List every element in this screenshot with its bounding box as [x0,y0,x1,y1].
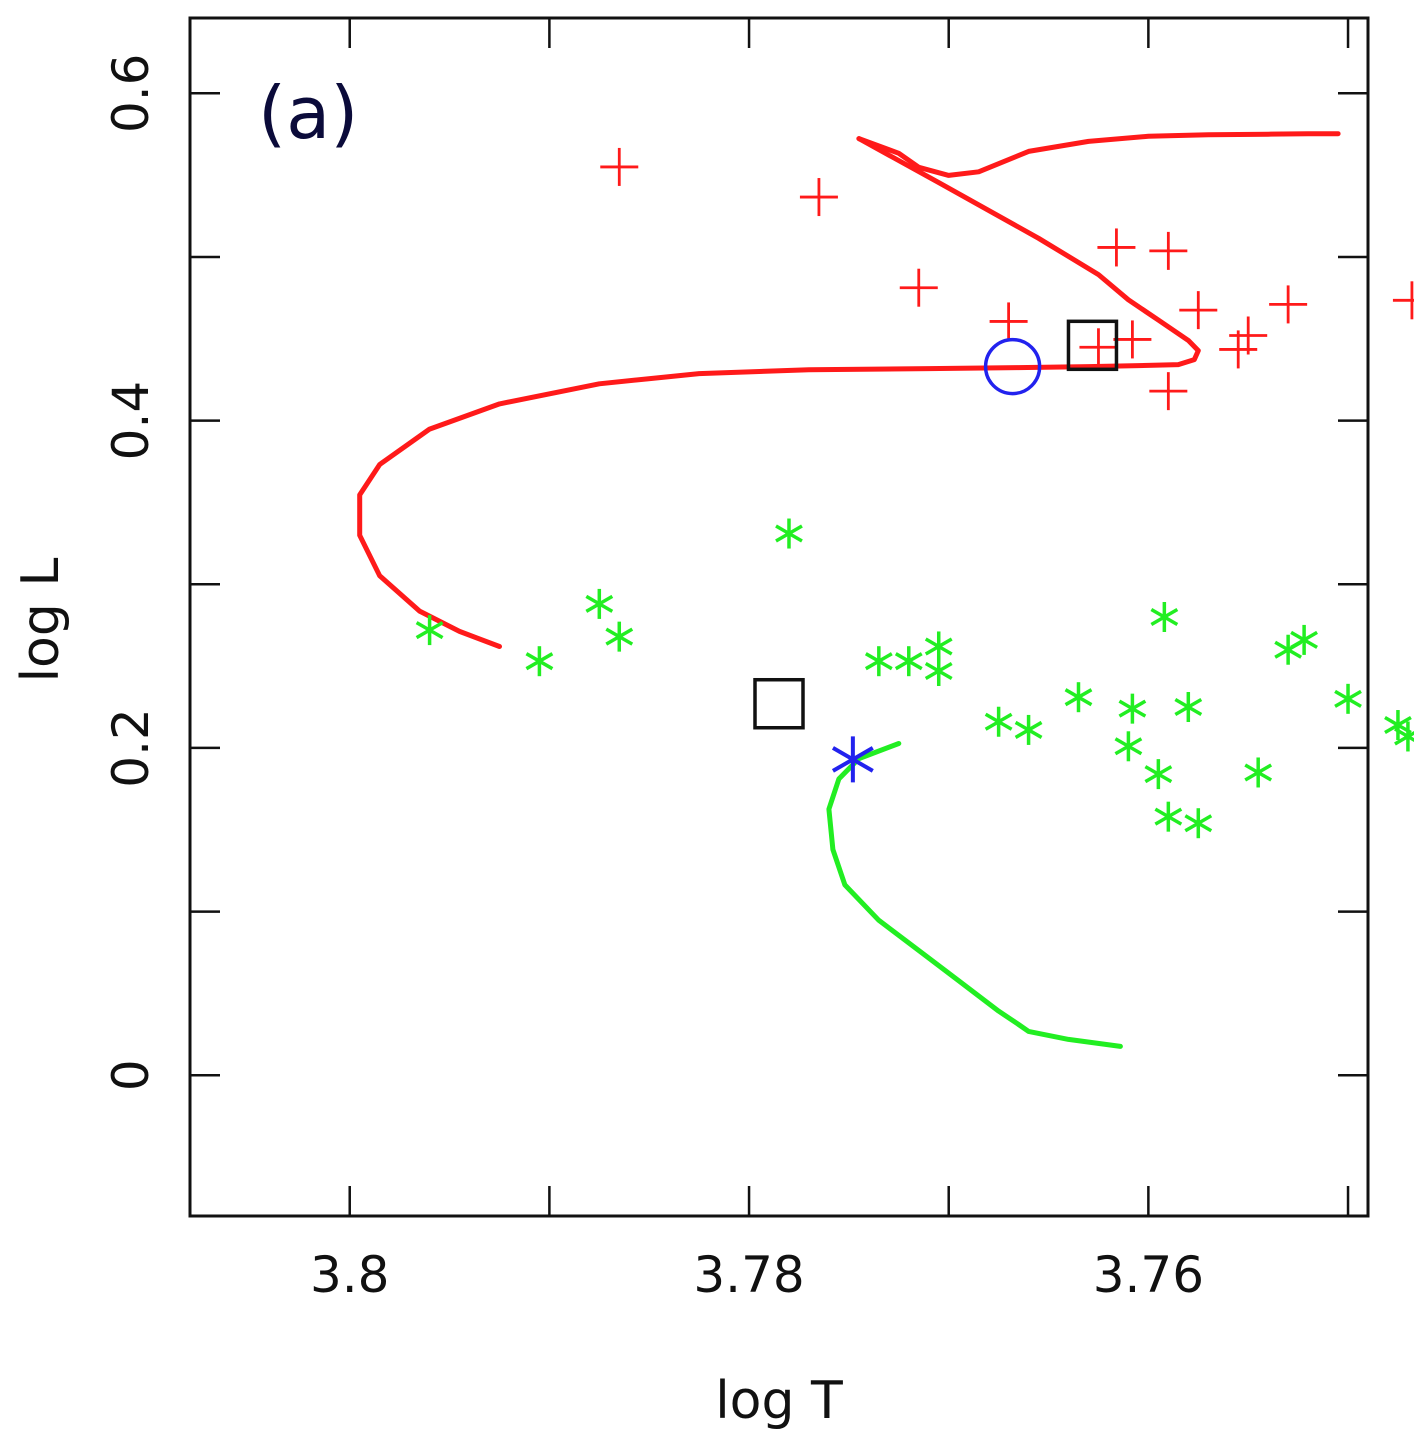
asterisk-arm [894,652,923,671]
red-track [856,131,1341,178]
plus-marker [799,178,838,217]
asterisk-marker [1174,692,1203,723]
plus-marker [1179,291,1218,330]
asterisk-arm [1384,716,1412,735]
axis-ticks [190,18,1368,1216]
y-axis-title: log L [11,558,71,683]
asterisk-arm [1334,689,1362,708]
plot-frame [188,16,1370,1218]
asterisk-arm [924,637,953,656]
y-tick-label-0.2: 0.2 [102,708,160,788]
blue-asterisk-marker [831,736,874,783]
panel-label: (a) [258,71,358,155]
x-tick-label-3.76: 3.76 [1093,1246,1204,1304]
red-track-main [357,136,1201,649]
asterisk-marker [1184,808,1213,839]
asterisk-marker [984,706,1013,737]
asterisk-arm [864,652,893,671]
asterisk-arm [1150,607,1179,627]
asterisk-marker [415,615,444,646]
asterisk-arm [585,594,614,613]
x-axis-title: log T [715,1371,843,1431]
asterisk-marker [1290,624,1318,655]
asterisk-arm [1394,730,1414,746]
green-track [826,741,1123,1049]
square-marker [753,677,805,730]
asterisk-arm [1174,697,1203,717]
asterisk-marker [894,646,923,677]
asterisk-marker [1014,714,1043,745]
asterisk-marker [605,621,634,652]
asterisk-marker [1064,682,1093,713]
asterisk-arm [1290,630,1318,649]
asterisk-arm [1184,814,1213,833]
asterisk-marker [1154,801,1183,832]
plus-marker [989,302,1028,341]
asterisk-arm [1114,737,1143,756]
asterisk-marker [864,646,893,677]
plus-marker [1113,320,1152,359]
x-tick-label-3.8: 3.8 [310,1246,390,1304]
plus-marker [1392,281,1414,320]
square-marker [1066,319,1119,372]
asterisk-marker [1144,759,1173,790]
data-markers [415,147,1414,839]
plus-marker [1149,231,1188,270]
y-tick-label-0: 0 [102,1059,160,1091]
y-tick-label-0.6: 0.6 [102,54,160,134]
asterisk-marker [1150,602,1179,632]
asterisk-arm [1154,807,1183,826]
y-tick-label-0.4: 0.4 [102,381,160,461]
asterisk-arm [1014,720,1043,739]
asterisk-arm [984,712,1013,731]
plus-marker [899,268,938,307]
asterisk-arm [1244,763,1273,782]
asterisk-arm [1064,688,1093,707]
asterisk-marker [924,656,953,687]
plus-marker [1219,330,1258,369]
circle-marker [983,337,1042,396]
asterisk-arm [415,621,444,640]
asterisk-arm [525,652,554,671]
asterisk-arm [1144,765,1173,784]
plus-marker [1079,328,1118,367]
plus-marker [1269,285,1308,324]
asterisk-marker [1274,634,1303,665]
x-tick-label-3.78: 3.78 [693,1246,804,1304]
asterisk-arm [924,661,953,681]
evolution-tracks [357,131,1341,1049]
asterisk-arm [605,627,634,646]
asterisk-arm [831,746,874,773]
asterisk-marker [1118,693,1147,724]
asterisk-marker [1394,721,1414,752]
plus-marker [1097,228,1136,267]
asterisk-marker [1244,757,1273,788]
asterisk-marker [585,588,614,619]
asterisk-marker [525,646,554,677]
asterisk-marker [775,518,803,549]
asterisk-arm [1118,699,1147,718]
asterisk-arm [775,524,803,543]
asterisk-marker [1114,731,1143,762]
plus-marker [1149,372,1188,411]
plus-marker [600,147,639,186]
asterisk-marker [1334,683,1362,714]
